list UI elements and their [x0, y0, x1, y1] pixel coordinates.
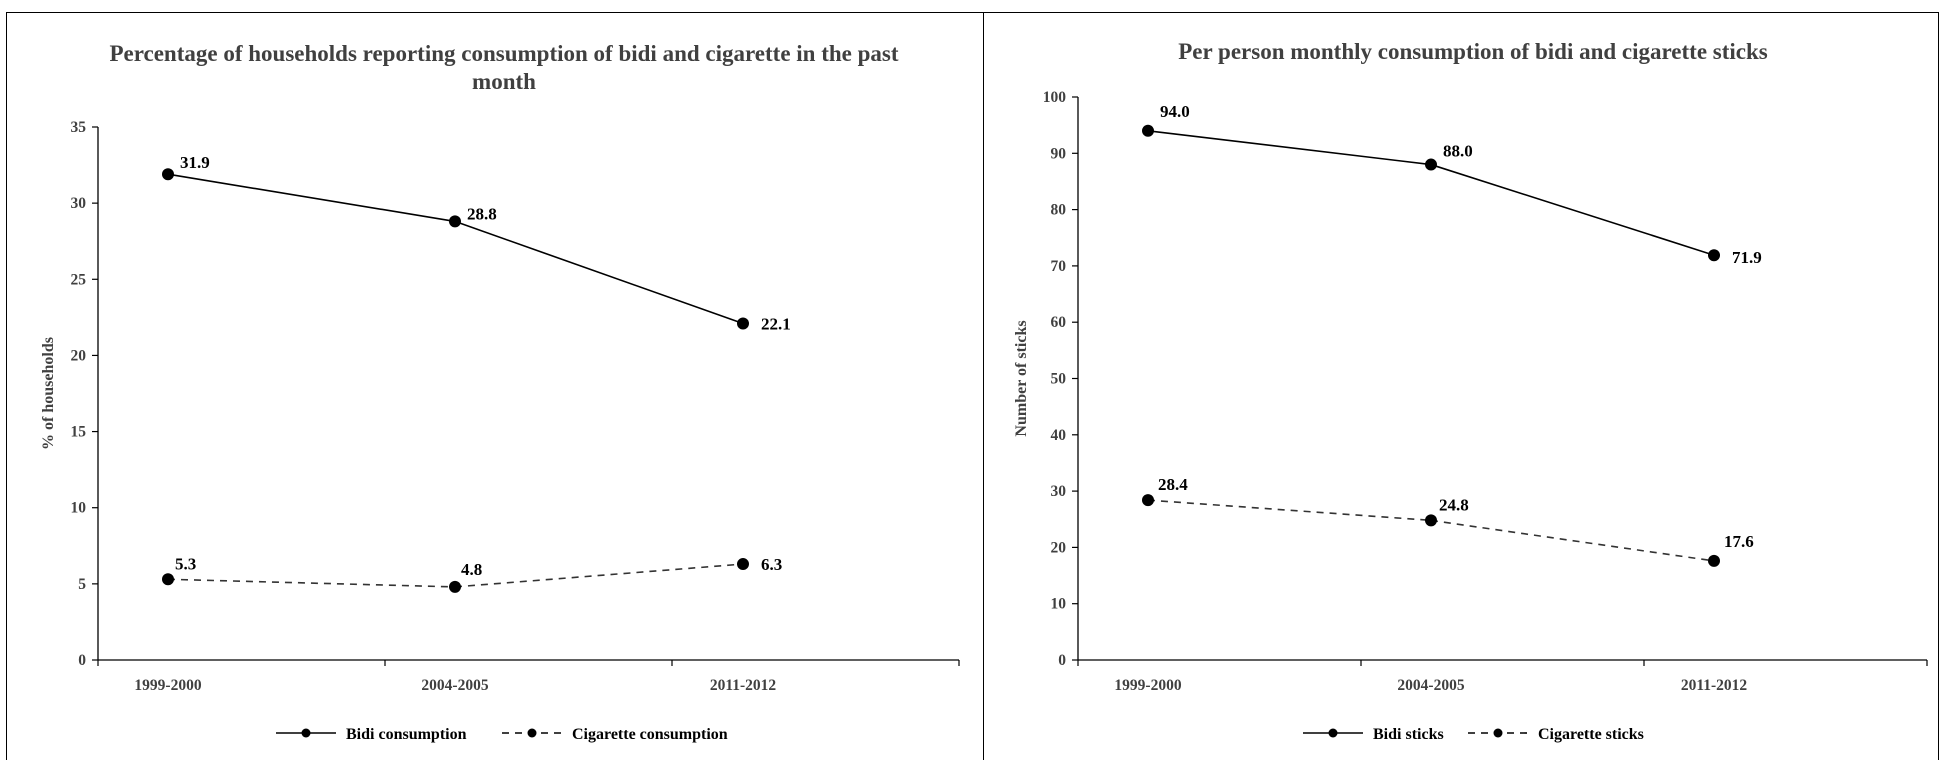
y-tick-label: 20	[71, 347, 87, 364]
y-tick-label: 70	[1051, 258, 1067, 275]
series-line-segment	[454, 220, 744, 325]
y-tick-label: 30	[1051, 483, 1067, 500]
x-tick-label: 2011-2012	[710, 677, 777, 694]
y-tick-label: 60	[1051, 314, 1067, 331]
y-tick-label: 50	[1051, 371, 1067, 388]
data-label: 4.8	[461, 560, 482, 579]
legend-swatch-marker	[301, 728, 311, 738]
y-axis-label: Number of sticks	[1013, 320, 1030, 436]
chart-panel-households: Percentage of households reporting consu…	[6, 12, 985, 760]
chart-title: Per person monthly consumption of bidi a…	[1178, 39, 1768, 64]
legend-entry: Cigarette sticks	[1538, 726, 1644, 743]
data-label: 94.0	[1160, 102, 1190, 121]
data-label: 71.9	[1732, 248, 1762, 267]
y-tick-label: 100	[1043, 89, 1067, 106]
x-tick-label: 2011-2012	[1681, 677, 1748, 694]
y-tick-label: 80	[1051, 202, 1067, 219]
data-label: 6.3	[761, 555, 782, 574]
chart-title: month	[472, 69, 536, 94]
data-label: 17.6	[1724, 532, 1754, 551]
data-point	[1708, 554, 1720, 567]
y-axis-label: % of households	[40, 337, 57, 450]
x-tick-label: 1999-2000	[134, 677, 201, 694]
y-tick-label: 20	[1051, 539, 1067, 556]
legend-swatch-marker	[1328, 728, 1338, 738]
chart-title: Percentage of households reporting consu…	[109, 41, 898, 66]
chart-panel-sticks: Per person monthly consumption of bidi a…	[983, 12, 1939, 760]
series-line-segment	[1430, 163, 1715, 256]
y-tick-label: 90	[1051, 145, 1067, 162]
y-tick-label: 35	[71, 119, 87, 136]
data-point	[449, 580, 461, 593]
data-point	[1142, 494, 1154, 507]
y-tick-label: 0	[1058, 652, 1066, 669]
data-label: 22.1	[761, 314, 791, 333]
x-tick-label: 2004-2005	[421, 677, 488, 694]
series-line-segment	[1430, 519, 1715, 562]
data-point	[449, 215, 461, 228]
data-label: 28.8	[467, 204, 497, 223]
data-label: 5.3	[175, 554, 196, 573]
y-tick-label: 40	[1051, 427, 1067, 444]
y-tick-label: 15	[71, 424, 87, 441]
data-point	[1708, 249, 1720, 262]
sticks-chart-svg: Per person monthly consumption of bidi a…	[1013, 39, 1928, 743]
data-point	[1425, 514, 1437, 527]
data-label: 88.0	[1443, 142, 1473, 161]
y-tick-label: 25	[71, 271, 87, 288]
y-tick-label: 10	[1051, 596, 1067, 613]
series-line-segment	[1147, 129, 1432, 166]
data-point	[737, 558, 749, 571]
series-line-segment	[1147, 499, 1432, 522]
legend-entry: Cigarette consumption	[572, 726, 728, 743]
legend-swatch-marker	[527, 728, 537, 738]
data-point	[162, 573, 174, 586]
y-tick-label: 0	[78, 652, 86, 669]
data-point	[162, 168, 174, 181]
x-tick-label: 1999-2000	[1114, 677, 1181, 694]
data-point	[737, 317, 749, 330]
legend-entry: Bidi consumption	[346, 726, 467, 743]
data-label: 31.9	[180, 153, 210, 172]
series-line-segment	[454, 563, 744, 588]
data-point	[1425, 158, 1437, 171]
y-tick-label: 30	[71, 195, 87, 212]
legend-entry: Bidi sticks	[1373, 726, 1444, 743]
data-label: 28.4	[1158, 475, 1188, 494]
x-tick-label: 2004-2005	[1397, 677, 1464, 694]
y-tick-label: 10	[71, 500, 87, 517]
data-point	[1142, 124, 1154, 137]
y-tick-label: 5	[78, 576, 86, 593]
data-label: 24.8	[1439, 495, 1469, 514]
series-line-segment	[167, 578, 456, 588]
households-chart-svg: Percentage of households reporting consu…	[40, 41, 960, 743]
series-line-segment	[167, 173, 456, 223]
legend-swatch-marker	[1493, 728, 1503, 738]
